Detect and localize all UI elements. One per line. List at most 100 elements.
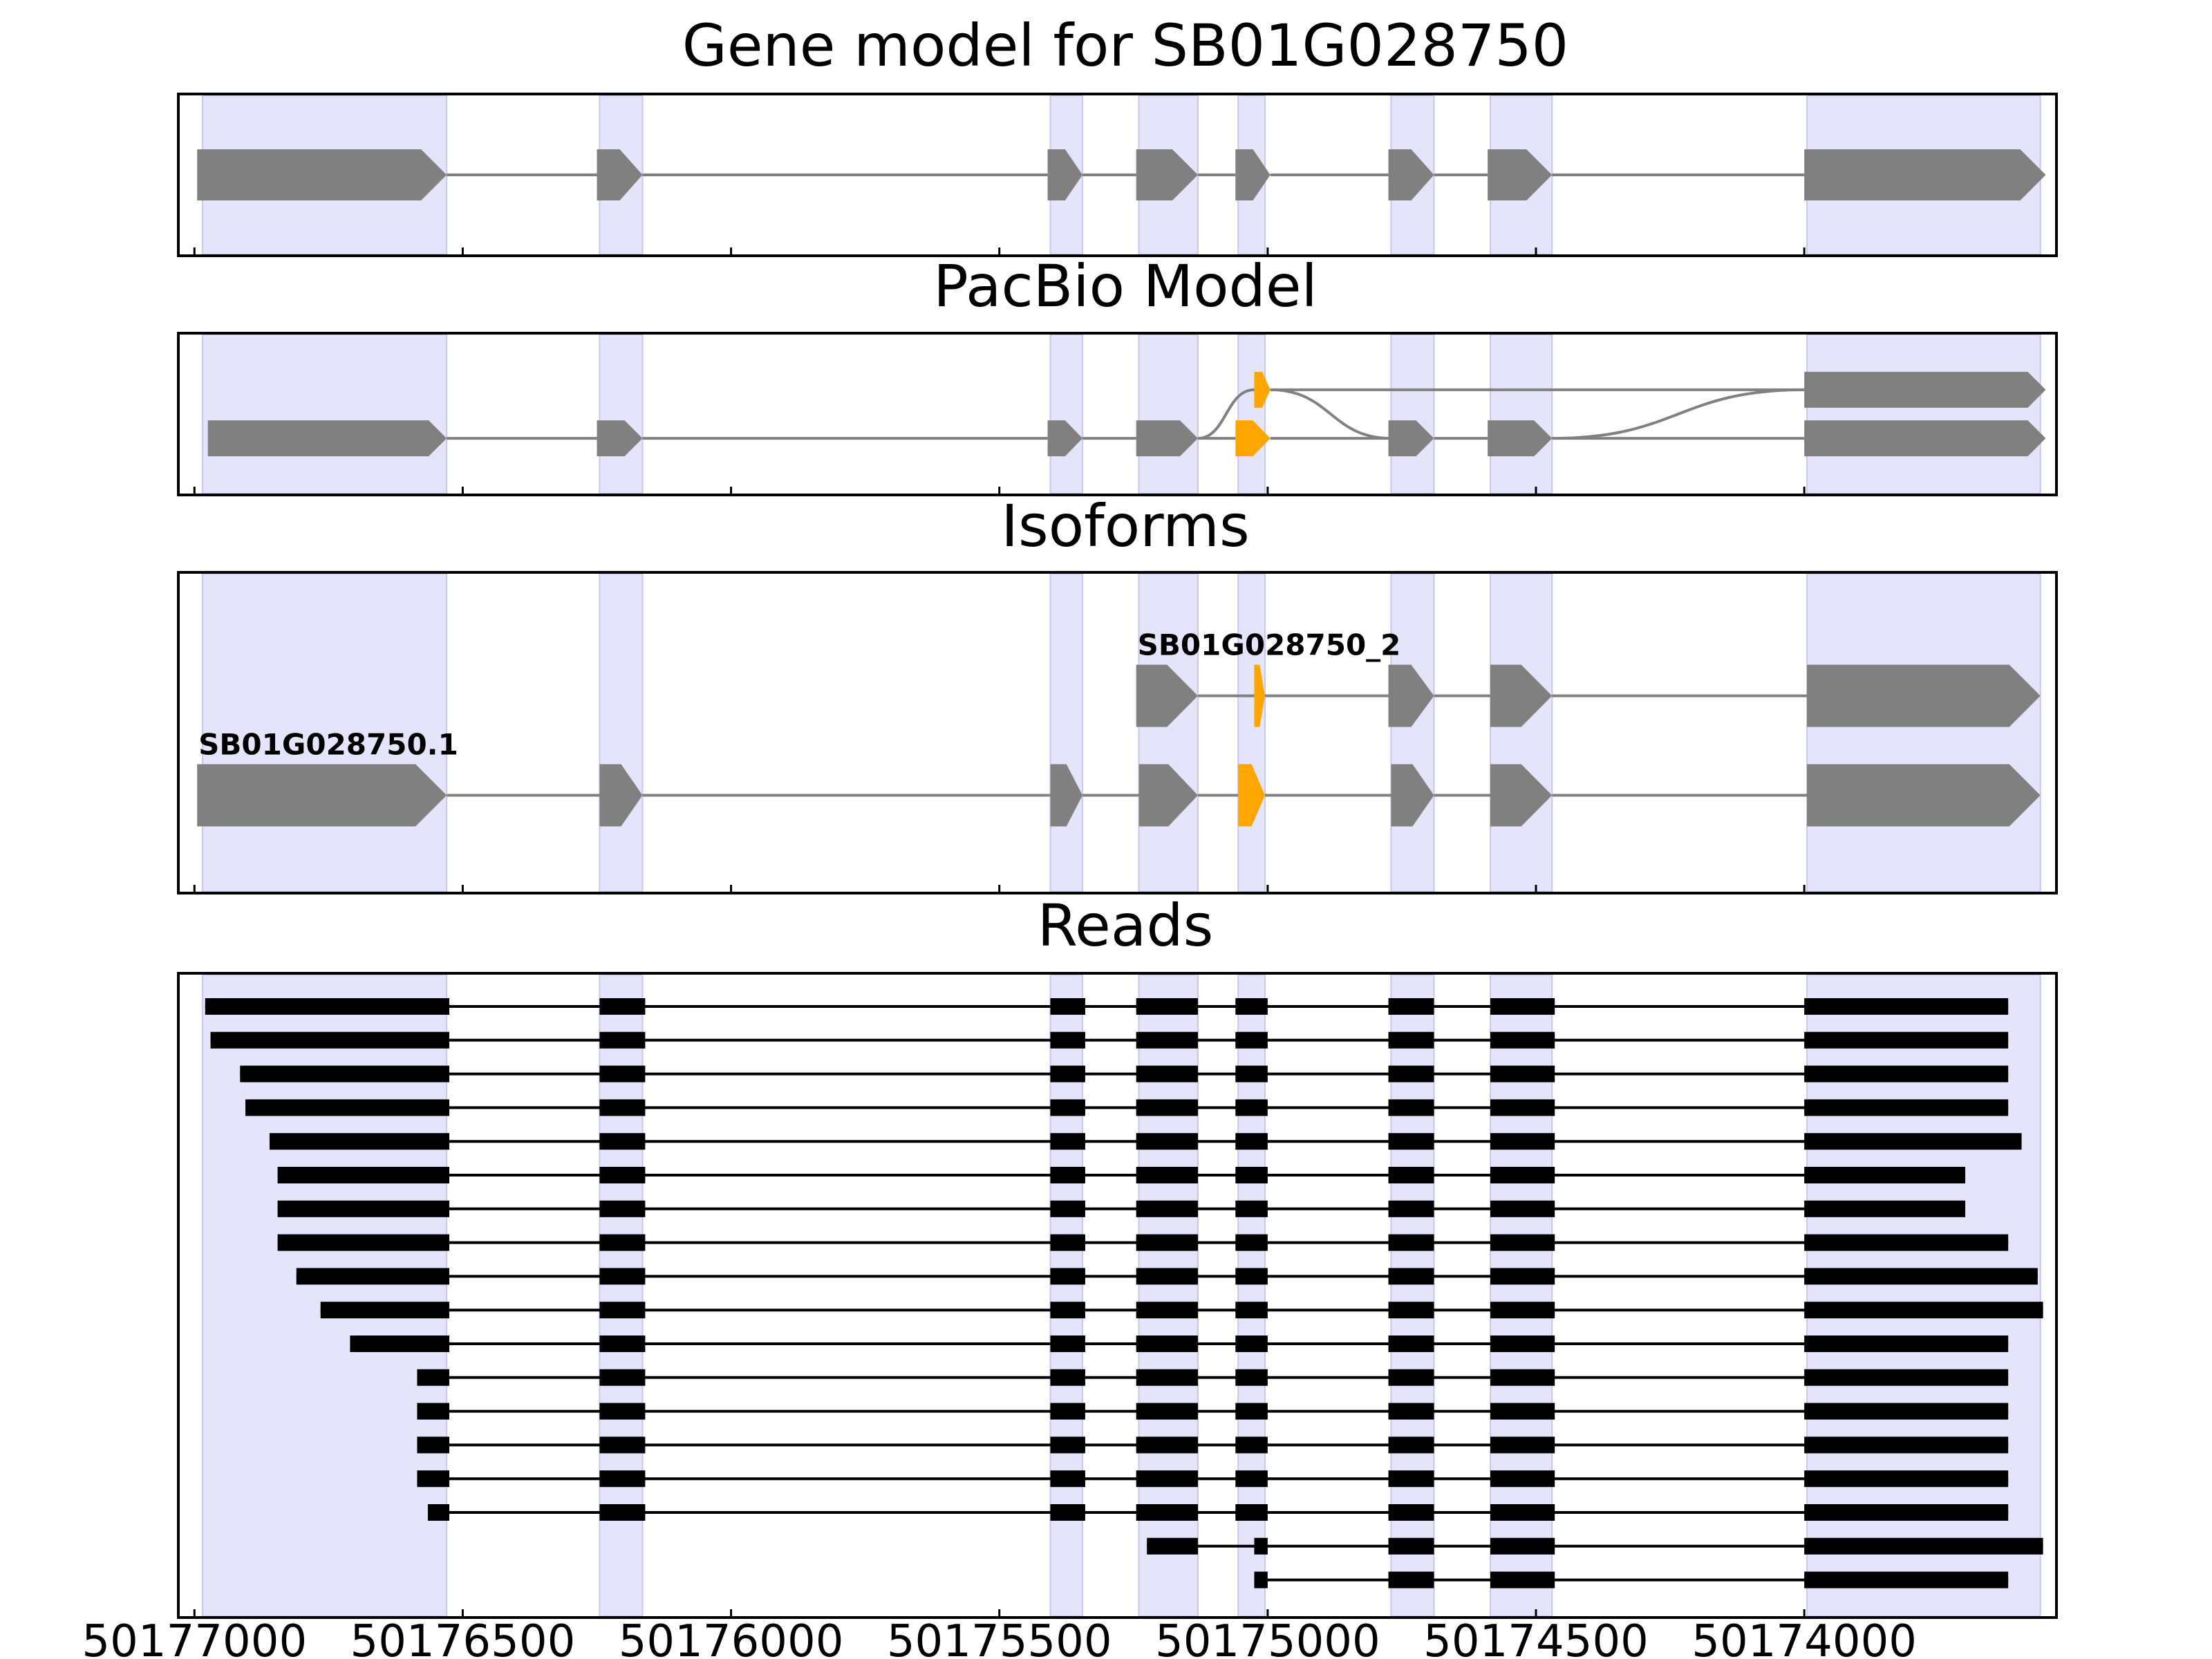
- exon: [1136, 420, 1198, 457]
- read-block: [599, 1403, 646, 1420]
- read-block: [1050, 1403, 1085, 1420]
- read-block: [1490, 1571, 1555, 1588]
- read-block: [1804, 1268, 2038, 1285]
- read-block: [1490, 1167, 1555, 1183]
- read-block: [427, 1504, 450, 1521]
- read-block: [1235, 1133, 1268, 1150]
- panel-title-gene-model: Gene model for SB01G028750: [682, 12, 1568, 79]
- read-block: [1136, 998, 1198, 1015]
- splice-link: [1270, 388, 1391, 440]
- read-block: [1388, 1200, 1434, 1217]
- read-block: [599, 1133, 646, 1150]
- panel-title-isoforms: Isoforms: [1001, 492, 1250, 560]
- read: [277, 1167, 1966, 1183]
- exon: [1807, 664, 2041, 727]
- exon-shading: [1390, 334, 1435, 494]
- read: [1254, 1571, 2009, 1588]
- read-block: [1050, 1302, 1085, 1319]
- exon: [1047, 149, 1083, 200]
- exon: [599, 764, 643, 827]
- read-block: [1388, 1504, 1434, 1521]
- read-block: [1235, 1099, 1268, 1116]
- exon: [1807, 764, 2041, 827]
- read-block: [417, 1369, 450, 1386]
- read-block: [1235, 1335, 1268, 1352]
- exon: [1804, 420, 2046, 457]
- axes-frame: [177, 93, 2058, 257]
- pacbio-model-plot-area: [177, 332, 2058, 496]
- read-block: [1050, 1133, 1085, 1150]
- read-block: [1804, 1369, 2009, 1386]
- read-block: [1804, 1065, 2009, 1082]
- gene-model-plot-area: [177, 93, 2058, 257]
- read-block: [1136, 1200, 1198, 1217]
- panel-isoforms: Isoforms SB01G028750_2 SB01G028750.1: [177, 492, 2058, 894]
- read-block: [599, 1369, 646, 1386]
- read-block: [1050, 1268, 1085, 1285]
- exon-shading: [1237, 573, 1266, 892]
- exon-shading: [1138, 573, 1199, 892]
- read-block: [1804, 1234, 2009, 1251]
- read: [417, 1470, 2009, 1488]
- read-block: [599, 1268, 646, 1285]
- exon: [597, 149, 643, 200]
- read-block: [1804, 1504, 2009, 1521]
- read-block: [1490, 1031, 1555, 1049]
- exon: [1804, 149, 2046, 200]
- read: [277, 1234, 2009, 1251]
- exon-shading: [1806, 334, 2041, 494]
- read: [240, 1065, 2009, 1082]
- read-block: [1050, 998, 1085, 1015]
- read-block: [1050, 1470, 1085, 1488]
- panel-gene-model: Gene model for SB01G028750: [177, 12, 2058, 257]
- panel-title-reads: Reads: [1038, 892, 1214, 959]
- panel-title-pacbio-model: PacBio Model: [933, 252, 1318, 320]
- read-block: [277, 1234, 450, 1251]
- read-block: [1804, 1302, 2043, 1319]
- read-block: [205, 998, 450, 1015]
- read-block: [1050, 1167, 1085, 1183]
- read-block: [1388, 998, 1434, 1015]
- read-block: [1804, 998, 2009, 1015]
- read-block: [296, 1268, 450, 1285]
- read-block: [1254, 1537, 1268, 1555]
- read-block: [1136, 1133, 1198, 1150]
- x-axis-tick-labels: 50177000 50176500 50176000 50175500 50175000…: [82, 1616, 1917, 1659]
- read-block: [1235, 1369, 1268, 1386]
- read-block: [1490, 1099, 1555, 1116]
- read-block: [1804, 1099, 2009, 1116]
- read-block: [599, 1065, 646, 1082]
- read-block: [1490, 1133, 1555, 1150]
- read: [320, 1302, 2043, 1319]
- read-block: [1388, 1167, 1434, 1183]
- x-tick-label: 50176500: [350, 1616, 576, 1659]
- read: [1147, 1537, 2043, 1555]
- exon: [1490, 764, 1553, 827]
- read-block: [1235, 1302, 1268, 1319]
- read-block: [320, 1302, 450, 1319]
- x-tick-label: 50175500: [887, 1616, 1112, 1659]
- read-block: [1490, 1065, 1555, 1082]
- read-block: [1147, 1537, 1198, 1555]
- read-block: [1235, 1403, 1268, 1420]
- read-block: [1804, 1403, 2009, 1420]
- read-block: [277, 1200, 450, 1217]
- read-block: [1388, 1403, 1434, 1420]
- read: [350, 1335, 2009, 1352]
- read-block: [1490, 1537, 1555, 1555]
- read-block: [1136, 1031, 1198, 1049]
- read-block: [1490, 1268, 1555, 1285]
- exon: [1235, 149, 1271, 200]
- read-block: [1804, 1335, 2009, 1352]
- exon: [1488, 420, 1553, 457]
- highlighted-exon: [1235, 420, 1271, 457]
- read-block: [1490, 1504, 1555, 1521]
- axes-frame: [177, 332, 2058, 496]
- read-block: [417, 1403, 450, 1420]
- read-block: [1050, 1504, 1085, 1521]
- exon: [1391, 764, 1434, 827]
- exon-shading: [201, 573, 448, 892]
- exon: [197, 764, 447, 827]
- exon: [1388, 420, 1434, 457]
- read: [296, 1268, 2038, 1285]
